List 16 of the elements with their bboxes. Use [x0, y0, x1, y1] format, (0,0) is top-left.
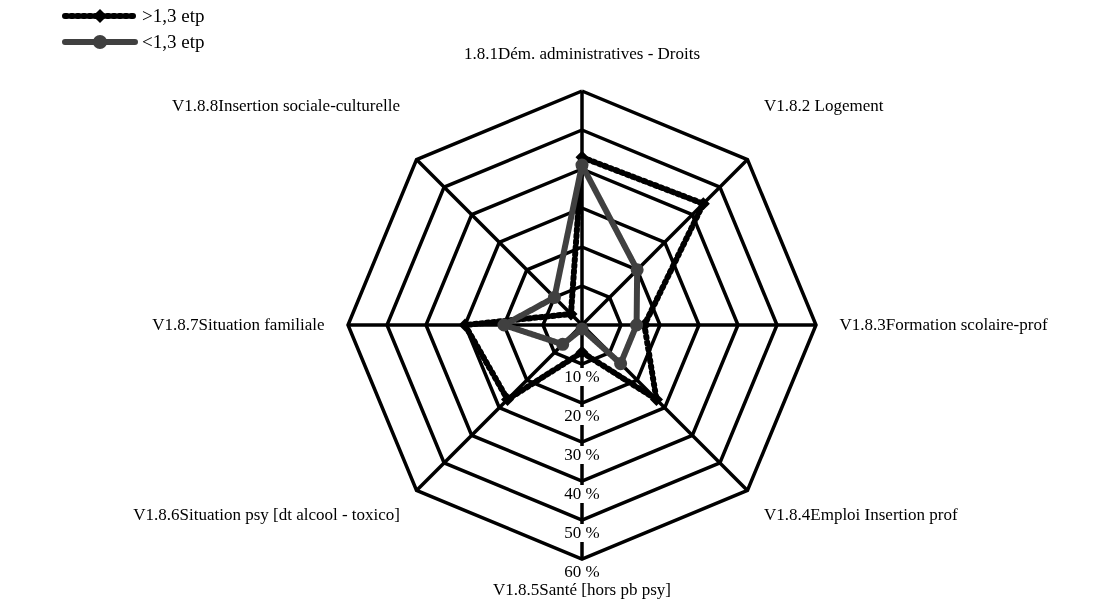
spoke-label: V1.8.8Insertion sociale-culturelle [171, 95, 400, 115]
spoke-label: V1.8.7Situation familiale [152, 315, 325, 334]
legend-label: >1,3 etp [142, 5, 205, 26]
legend-label: <1,3 etp [142, 31, 205, 52]
spoke-label: V1.8.5Santé [hors pb psy] [492, 580, 672, 600]
spoke-label: V1.8.6Situation psy [dt alcool - toxico] [133, 505, 400, 525]
y-tick-label: 50 % [564, 523, 600, 542]
spoke-label: V1.8.4Emploi Insertion prof [764, 505, 958, 525]
y-tick-label: 30 % [564, 445, 600, 464]
y-tick-label: 20 % [564, 406, 600, 425]
y-tick-label: 40 % [564, 484, 600, 503]
spoke-label: 1.8.1Dém. administratives - Droits [463, 43, 701, 63]
y-tick-label: 10 % [564, 367, 600, 386]
y-tick-label: 60 % [564, 562, 600, 581]
spoke-label: V1.8.2 Logement [764, 95, 884, 115]
spoke-label: V1.8.3Formation scolaire-prof [839, 315, 1048, 334]
